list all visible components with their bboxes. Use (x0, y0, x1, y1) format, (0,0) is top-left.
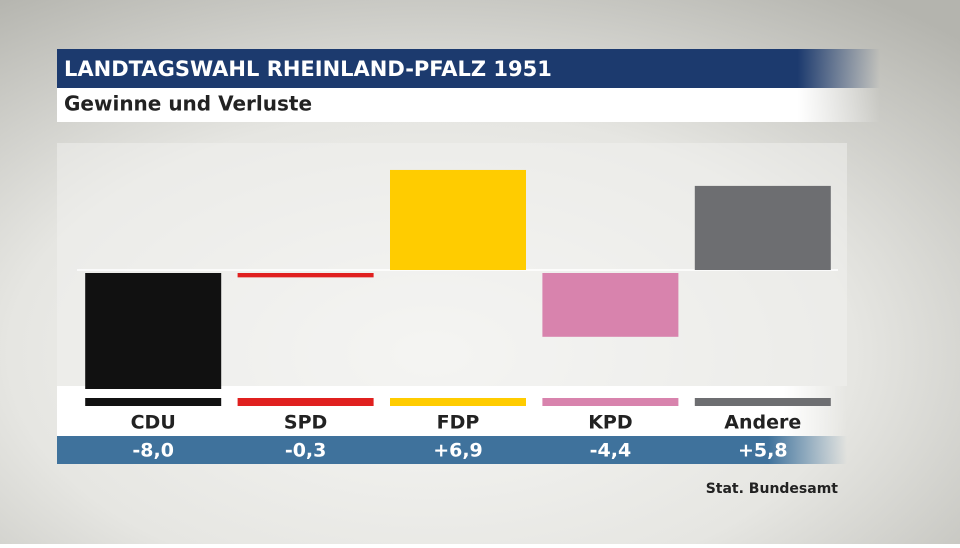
x-tick-label: KPD (588, 412, 632, 434)
bar (390, 169, 526, 270)
bar (542, 273, 679, 337)
color-strip (237, 398, 374, 406)
color-strip (542, 398, 679, 406)
value-label: +6,9 (433, 440, 483, 462)
label-row (57, 386, 847, 436)
color-strip (390, 398, 526, 406)
value-label: -4,4 (590, 440, 632, 462)
chart-title: LANDTAGSWAHL RHEINLAND-PFALZ 1951 (64, 57, 552, 81)
bar (694, 185, 831, 270)
subtitle-bar (57, 88, 880, 122)
source: Stat. Bundesamt (706, 481, 839, 497)
x-tick-label: Andere (724, 412, 801, 434)
color-strip (85, 398, 222, 406)
x-tick-label: CDU (131, 412, 176, 434)
title-bar (57, 49, 880, 88)
chart-subtitle: Gewinne und Verluste (64, 92, 312, 116)
color-strip (694, 398, 831, 406)
value-row (57, 436, 847, 464)
value-label: +5,8 (738, 440, 788, 462)
bar (85, 273, 222, 389)
x-tick-label: FDP (437, 412, 480, 434)
bar (237, 273, 374, 278)
value-label: -0,3 (285, 440, 327, 462)
value-label: -8,0 (132, 440, 174, 462)
x-tick-label: SPD (284, 412, 327, 434)
